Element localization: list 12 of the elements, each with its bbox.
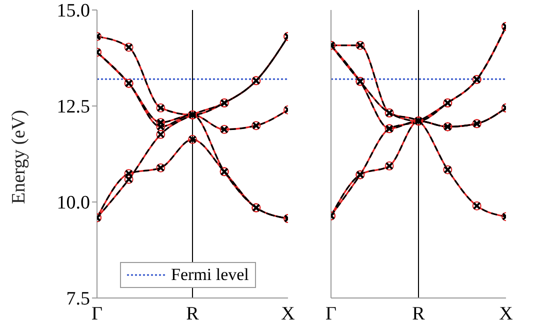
x-tick-label: Γ — [92, 303, 103, 324]
x-tick-label: Γ — [326, 303, 337, 324]
x-tick-label: X — [499, 303, 514, 324]
legend-label: Fermi level — [171, 265, 249, 285]
x-tick-label: R — [186, 303, 200, 324]
y-tick-label: 15.0 — [56, 0, 90, 22]
y-tick-label: 10.0 — [56, 192, 90, 214]
y-tick-label: 12.5 — [56, 96, 90, 118]
y-tick-label: 7.5 — [66, 288, 90, 310]
y-axis-title: Energy (eV) — [8, 110, 30, 204]
x-tick-label: R — [412, 303, 426, 324]
x-tick-label: X — [281, 303, 296, 324]
